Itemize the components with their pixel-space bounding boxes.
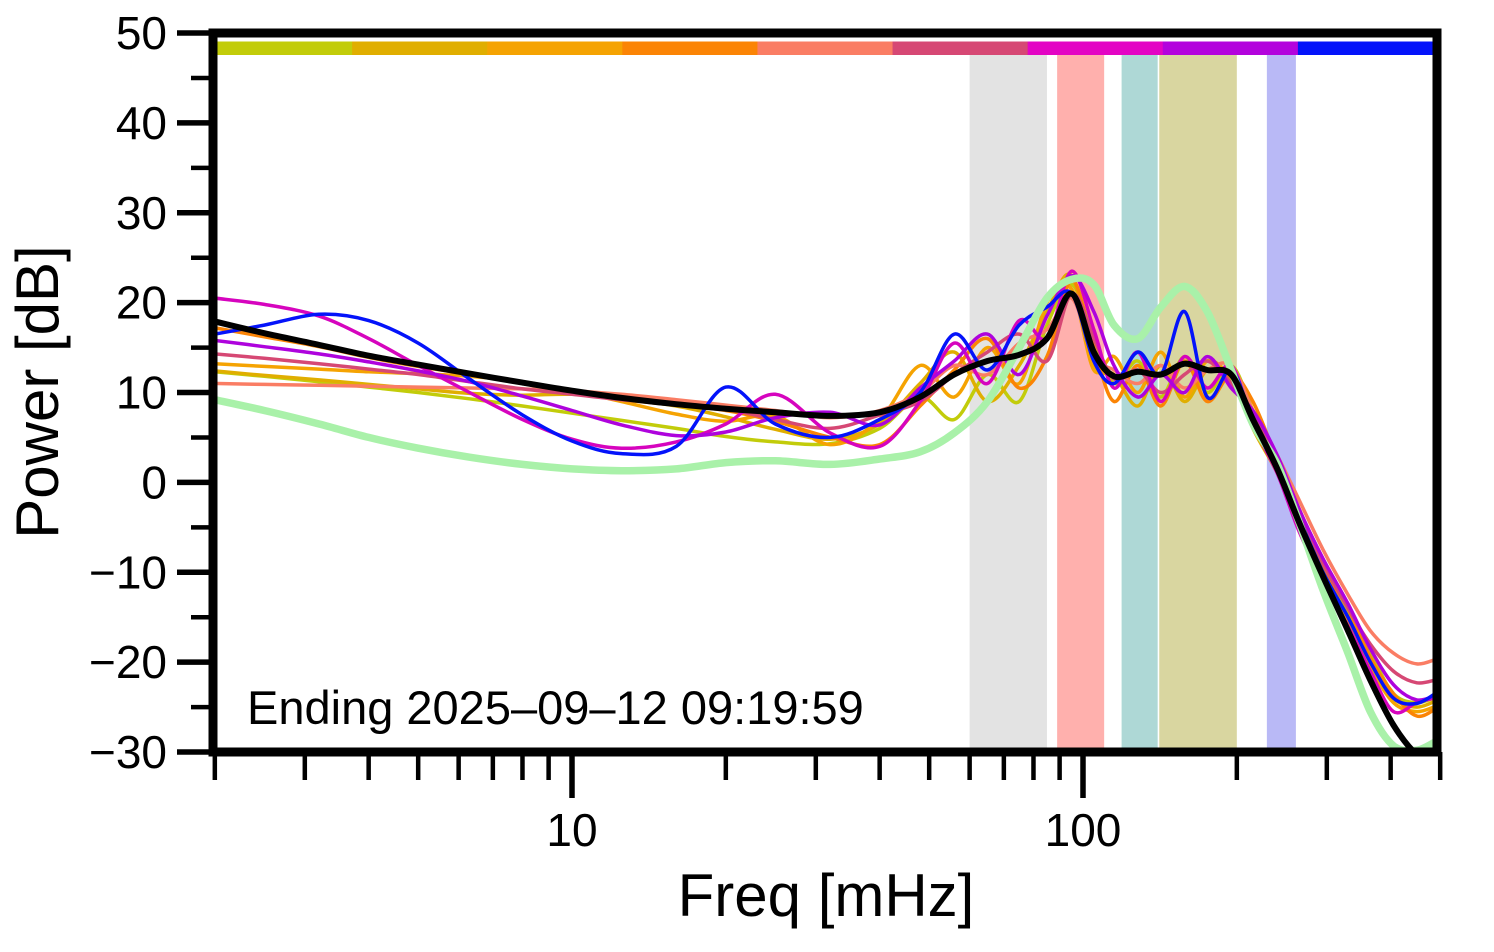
colorbar-segment-1 [217, 41, 353, 55]
plot-area [217, 41, 1433, 750]
colorbar-segment-5 [757, 41, 894, 55]
band-lavender [1266, 55, 1296, 748]
colorbar-segment-8 [1162, 41, 1299, 55]
y-tick-label: −30 [89, 726, 167, 778]
y-tick-label: 0 [141, 456, 167, 508]
curve-spectrum-dark-orange [217, 278, 1433, 719]
curve-envelope-light-green [217, 274, 1433, 750]
curve-mean-black [217, 290, 1416, 750]
curve-spectrum-purple [217, 273, 1433, 702]
plot-frame [208, 28, 1442, 757]
x-tick-label: 10 [546, 804, 597, 856]
band-olive [1159, 55, 1237, 748]
y-axis-title: Power [dB] [4, 245, 71, 539]
curve-spectrum-crimson [217, 291, 1433, 685]
x-axis-title: Freq [mHz] [677, 862, 975, 929]
colorbar-segment-7 [1027, 41, 1164, 55]
curve-spectrum-orange [217, 282, 1433, 714]
y-tick-label: 10 [116, 367, 167, 419]
y-tick-label: −20 [89, 636, 167, 688]
ending-timestamp-annotation: Ending 2025–09–12 09:19:59 [247, 681, 864, 734]
curve-spectrum-goldenrod [217, 272, 1433, 709]
y-tick-label: 50 [116, 7, 167, 59]
y-tick-label: 20 [116, 277, 167, 329]
colorbar-segment-6 [892, 41, 1029, 55]
x-tick-label: 100 [1045, 804, 1122, 856]
colorbar-segment-9 [1297, 41, 1433, 55]
y-tick-label: 30 [116, 187, 167, 239]
curve-spectrum-yellow-green [217, 282, 1433, 705]
band-teal [1121, 55, 1158, 748]
band-pink [1057, 55, 1105, 748]
y-tick-label: 40 [116, 97, 167, 149]
colorbar-segment-4 [622, 41, 759, 55]
y-tick-label: −10 [89, 546, 167, 598]
colorbar-segment-3 [487, 41, 623, 55]
band-gray [969, 55, 1047, 748]
colorbar-segment-2 [352, 41, 488, 55]
curve-spectrum-magenta [217, 269, 1433, 715]
